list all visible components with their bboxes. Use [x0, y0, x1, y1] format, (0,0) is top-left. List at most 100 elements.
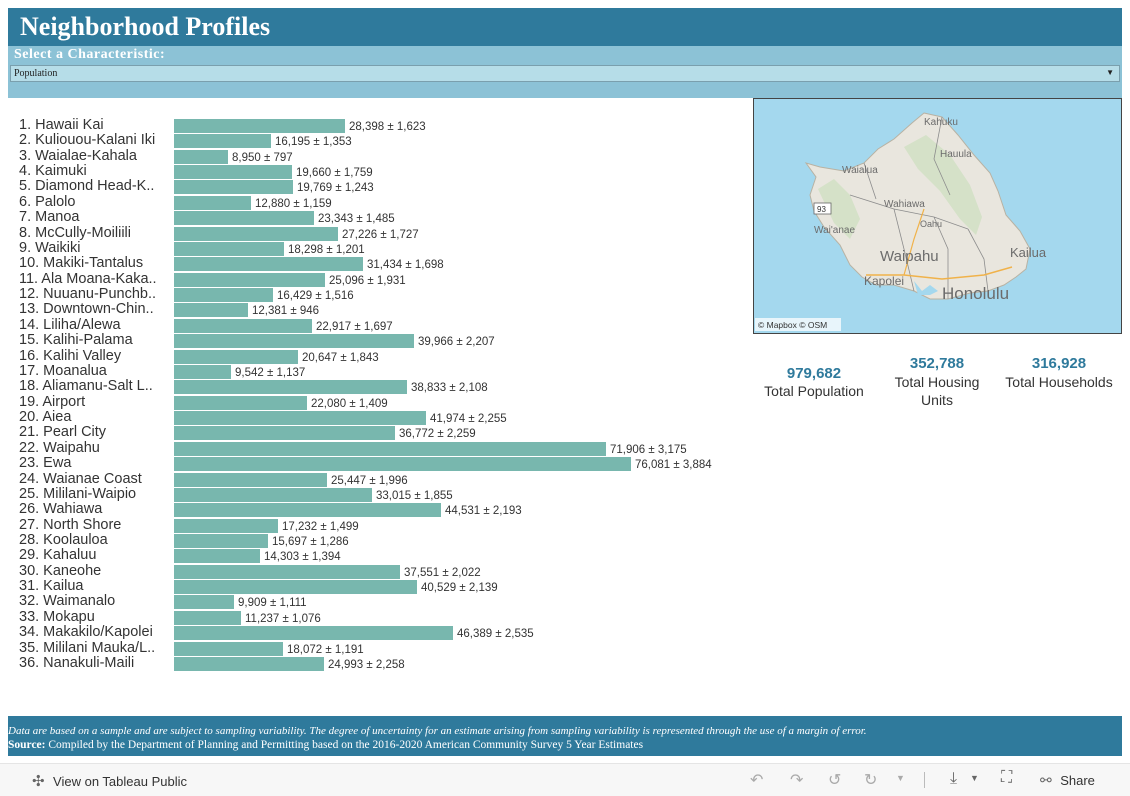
bar-value-label: 22,917 ± 1,697 [316, 320, 393, 333]
dropdown-selected-value: Population [14, 68, 58, 79]
population-bar[interactable] [174, 380, 407, 395]
view-on-tableau-public-link[interactable]: ✣ View on Tableau Public [32, 772, 187, 791]
population-bar[interactable] [174, 195, 251, 210]
population-bar[interactable] [174, 656, 324, 671]
refresh-icon[interactable]: ↻ [864, 772, 878, 789]
population-bar[interactable] [174, 334, 414, 349]
neighborhood-label: 20. Aiea [19, 409, 72, 426]
population-bar[interactable] [174, 226, 338, 241]
population-bar[interactable] [174, 272, 325, 287]
neighborhood-label: 9. Waikiki [19, 239, 81, 256]
share-button[interactable]: ⚯ Share [1040, 772, 1095, 790]
map-attribution[interactable]: © Mapbox © OSM [758, 320, 827, 330]
population-bar[interactable] [174, 257, 363, 272]
neighborhood-label: 11. Ala Moana-Kaka.. [19, 270, 157, 287]
map-label-hauula: Hauula [940, 149, 972, 160]
kpi-total-population-label: Total Population [764, 383, 864, 399]
population-bar[interactable] [174, 211, 314, 226]
neighborhood-label: 4. Kaimuki [19, 163, 87, 180]
bar-value-label: 19,769 ± 1,243 [297, 182, 374, 195]
population-bar[interactable] [174, 487, 372, 502]
population-bar[interactable] [174, 595, 234, 610]
map-label-waipahu: Waipahu [880, 248, 939, 265]
highway-h2 [903, 208, 925, 276]
population-bar[interactable] [174, 364, 231, 379]
population-bar[interactable] [174, 457, 631, 472]
revert-icon[interactable]: ↺ [828, 772, 842, 789]
dashboard-header: Neighborhood Profiles [8, 8, 1122, 46]
bar-value-label: 28,398 ± 1,623 [349, 121, 426, 133]
neighborhood-label: 32. Waimanalo [19, 593, 116, 610]
population-bar[interactable] [174, 165, 292, 180]
kpi-total-households-value: 316,928 [1031, 355, 1087, 372]
population-bar[interactable] [174, 641, 283, 656]
population-bar[interactable] [174, 426, 395, 441]
chevron-down-icon[interactable]: ▼ [1106, 68, 1114, 77]
bar-value-label: 17,232 ± 1,499 [282, 520, 359, 533]
bar-value-label: 25,096 ± 1,931 [329, 274, 406, 287]
population-bar[interactable] [174, 441, 606, 456]
download-dropdown-chevron-icon[interactable]: ▼ [970, 773, 979, 783]
population-bar[interactable] [174, 318, 312, 333]
neighborhood-label: 17. Moanalua [19, 362, 107, 379]
bar-value-label: 15,697 ± 1,286 [272, 535, 349, 548]
bar-value-label: 11,237 ± 1,076 [245, 612, 321, 625]
neighborhood-label: 30. Kaneohe [19, 562, 102, 579]
bar-value-label: 39,966 ± 2,207 [418, 336, 495, 349]
population-bar[interactable] [174, 288, 273, 303]
bar-value-label: 22,080 ± 1,409 [311, 397, 388, 410]
population-bar[interactable] [174, 533, 268, 548]
population-bar[interactable] [174, 518, 278, 533]
population-bar[interactable] [174, 180, 293, 195]
neighborhood-label: 19. Airport [19, 393, 86, 410]
neighborhood-label: 36. Nanakuli-Maili [19, 654, 135, 671]
population-bar[interactable] [174, 580, 417, 595]
population-bar[interactable] [174, 149, 228, 164]
population-bar[interactable] [174, 549, 260, 564]
neighborhood-label: 24. Waianae Coast [19, 470, 142, 487]
route-shield-label: 93 [817, 205, 826, 214]
map-graphic: Kahuku Hauula Waialua Wahiawa Oahu Wai'a… [755, 112, 1047, 331]
undo-icon[interactable]: ↶ [750, 772, 764, 789]
population-bar[interactable] [174, 134, 271, 149]
neighborhood-label: 23. Ewa [19, 455, 72, 472]
page-title: Neighborhood Profiles [20, 12, 271, 41]
neighborhood-label: 34. Makakilo/Kapolei [19, 624, 153, 641]
population-bar[interactable] [174, 610, 241, 625]
neighborhood-label: 31. Kailua [19, 578, 84, 595]
bar-value-label: 36,772 ± 2,259 [399, 428, 476, 441]
population-bar[interactable] [174, 395, 307, 410]
island-shape [804, 112, 1031, 300]
population-bar[interactable] [174, 564, 400, 579]
bar-value-label: 12,880 ± 1,159 [255, 197, 332, 210]
redo-icon[interactable]: ↷ [790, 772, 804, 789]
map-label-kahuku: Kahuku [924, 117, 958, 128]
population-bar[interactable] [174, 626, 453, 641]
neighborhood-label: 27. North Shore [19, 516, 122, 533]
kpi-total-households-label: Total Households [1005, 374, 1113, 390]
neighborhood-label: 29. Kahaluu [19, 547, 97, 564]
population-bar[interactable] [174, 349, 298, 364]
download-icon[interactable]: ⤓ [950, 770, 958, 787]
bar-value-label: 9,542 ± 1,137 [235, 366, 306, 379]
bar-value-label: 25,447 ± 1,996 [331, 474, 408, 487]
population-bar[interactable] [174, 119, 345, 133]
bar-value-label: 20,647 ± 1,843 [302, 351, 379, 364]
sampling-note: Data are based on a sample and are subje… [8, 725, 867, 737]
neighborhood-label: 12. Nuuanu-Punchb.. [19, 286, 157, 303]
neighborhood-label: 21. Pearl City [19, 424, 107, 441]
kpi-total-population-value: 979,682 [786, 365, 842, 382]
source-label: Source: [8, 739, 46, 751]
population-bar[interactable] [174, 503, 441, 518]
characteristic-dropdown[interactable]: Population ▼ [10, 65, 1120, 82]
refresh-dropdown-chevron-icon[interactable]: ▼ [896, 773, 905, 783]
population-bar[interactable] [174, 303, 248, 318]
population-bar[interactable] [174, 411, 426, 426]
population-bar[interactable] [174, 241, 284, 256]
neighborhood-label: 22. Waipahu [19, 439, 100, 456]
population-bar[interactable] [174, 472, 327, 487]
bar-value-label: 76,081 ± 3,884 [635, 459, 712, 472]
bar-value-label: 8,950 ± 797 [232, 151, 293, 164]
oahu-map[interactable]: Kahuku Hauula Waialua Wahiawa Oahu Wai'a… [753, 98, 1122, 334]
fullscreen-icon[interactable]: ⛶ [1001, 769, 1013, 786]
